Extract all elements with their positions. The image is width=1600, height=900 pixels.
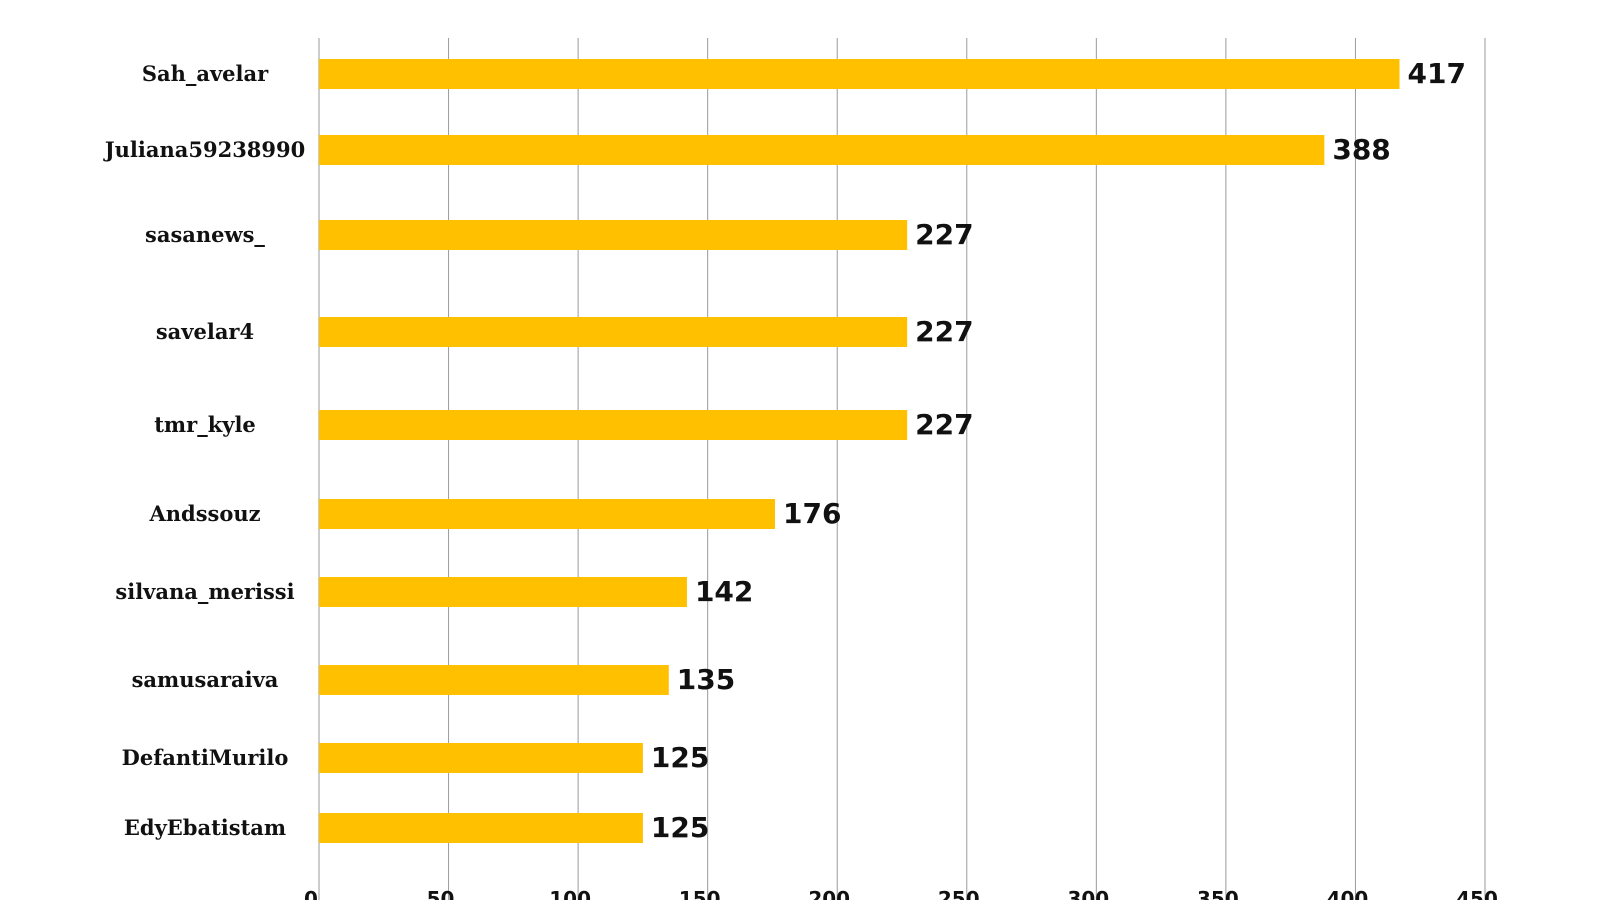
bar (319, 813, 643, 843)
bar (319, 59, 1400, 89)
x-tick-label: 250 (938, 887, 980, 900)
category-label: samusaraiva (132, 667, 279, 692)
data-label: 227 (915, 218, 973, 251)
bars (319, 59, 1400, 843)
category-label: tmr_kyle (154, 412, 256, 437)
bar (319, 410, 908, 440)
grid (318, 38, 1486, 900)
data-label: 142 (695, 575, 753, 608)
x-tick-label: 150 (679, 887, 721, 900)
data-label: 417 (1407, 57, 1465, 90)
bar (319, 135, 1325, 165)
data-label: 135 (677, 663, 735, 696)
data-label: 125 (651, 811, 709, 844)
x-tick-label: 350 (1197, 887, 1239, 900)
category-label: DefantiMurilo (122, 745, 289, 770)
data-label: 125 (651, 741, 709, 774)
value-labels: 417 388 227 227 227 176 142 135 125 125 (651, 57, 1466, 844)
bar (319, 665, 669, 695)
category-label: Sah_avelar (142, 61, 269, 86)
data-label: 227 (915, 408, 973, 441)
category-label: EdyEbatistam (124, 815, 286, 840)
x-tick-label: 200 (808, 887, 850, 900)
data-label: 176 (783, 497, 841, 530)
category-label: Juliana59238990 (103, 137, 306, 162)
category-label: silvana_merissi (115, 579, 294, 604)
bar (319, 577, 687, 607)
x-tick-label: 400 (1327, 887, 1369, 900)
data-label: 388 (1332, 133, 1390, 166)
x-tick-label: 300 (1067, 887, 1109, 900)
x-axis-ticks: 0 50 100 150 200 250 300 350 400 450 (304, 887, 1498, 900)
data-label: 227 (915, 315, 973, 348)
x-tick-label: 450 (1456, 887, 1498, 900)
x-tick-label: 50 (427, 887, 455, 900)
bar (319, 743, 643, 773)
category-label: savelar4 (156, 319, 254, 344)
bar (319, 317, 908, 347)
category-label: sasanews_ (145, 222, 265, 247)
category-labels: Sah_avelar Juliana59238990 sasanews_savela… (103, 61, 306, 840)
x-tick-label: 0 (304, 887, 318, 900)
x-tick-label: 100 (549, 887, 591, 900)
category-label: Andssouz (148, 501, 260, 526)
bar (319, 220, 908, 250)
bar (319, 499, 776, 529)
